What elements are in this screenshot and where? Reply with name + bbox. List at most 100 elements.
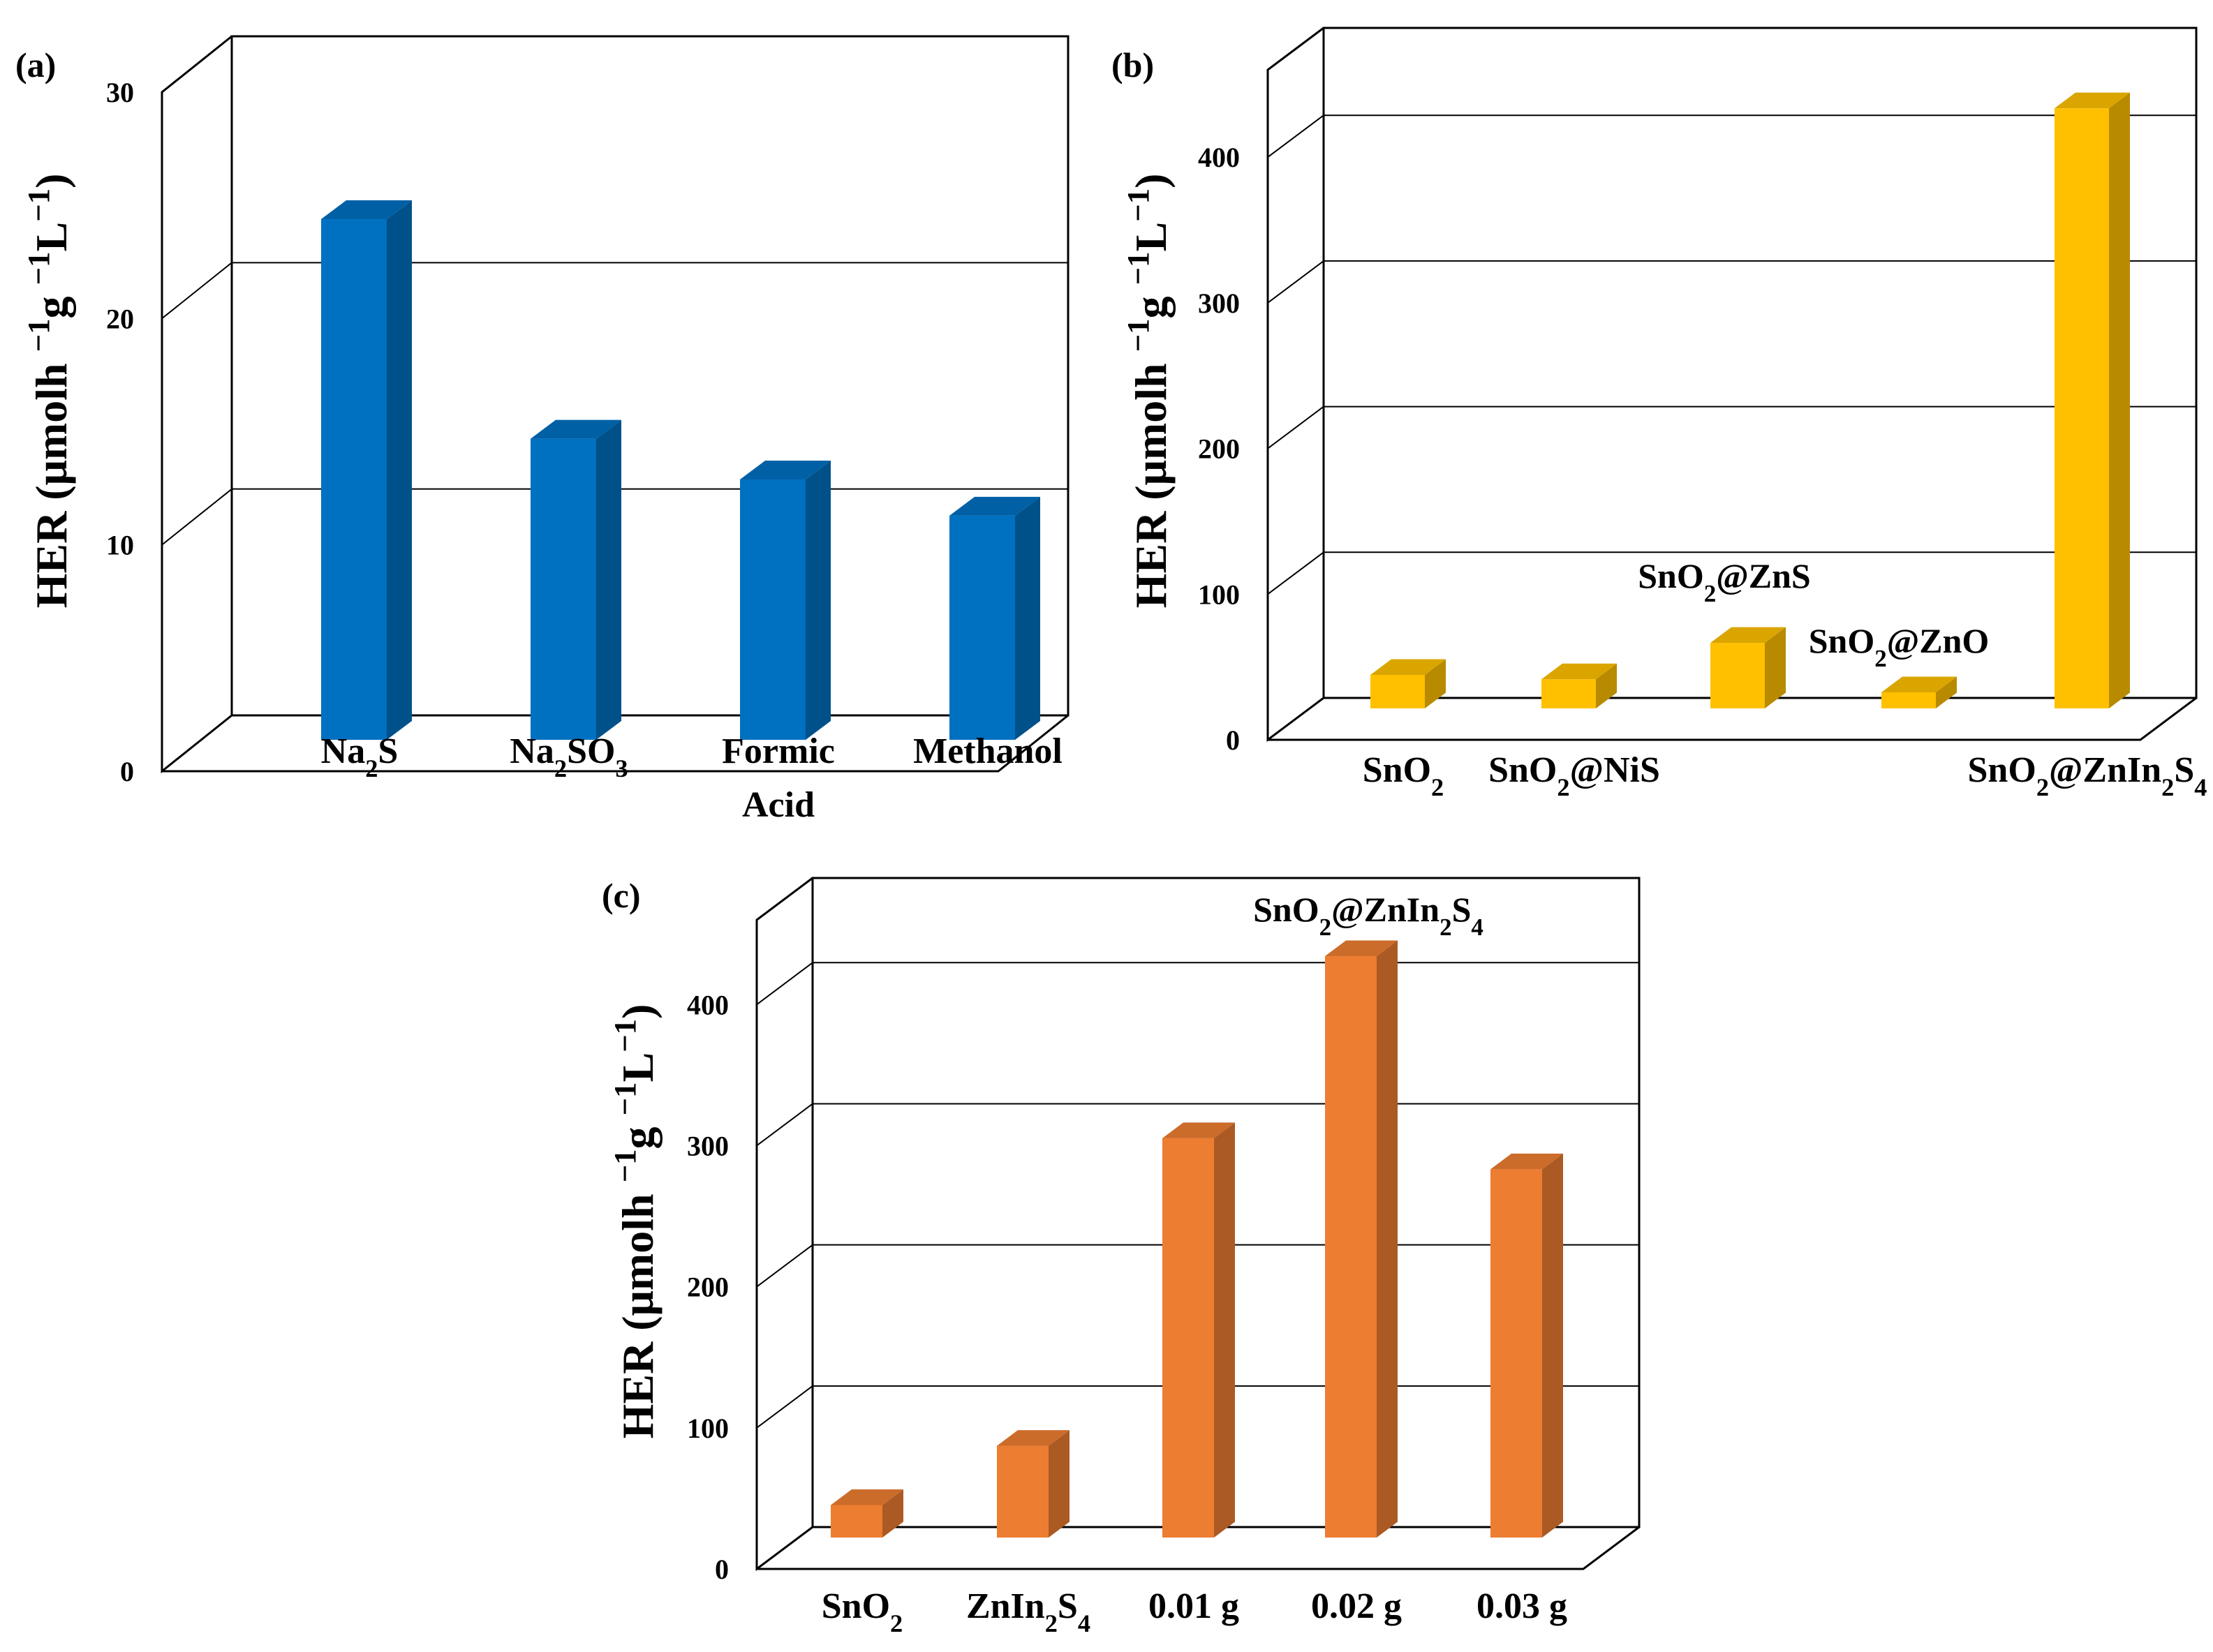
- text-segment: @ZnO: [1887, 621, 1990, 660]
- bar-top: [531, 419, 621, 439]
- bar: [1541, 679, 1596, 708]
- text-segment: SnO: [1968, 750, 2036, 790]
- bar-top: [1370, 659, 1446, 675]
- bar-side: [1214, 1122, 1235, 1538]
- text-segment: 2: [1439, 914, 1452, 941]
- bar-top: [1162, 1122, 1235, 1138]
- y-tick-label: 200: [687, 1272, 729, 1303]
- text-segment: −1: [1120, 318, 1155, 352]
- gridline-side: [756, 962, 813, 1006]
- bar: [740, 479, 806, 740]
- chart-floor: [1268, 697, 2197, 741]
- text-segment: 2: [1319, 914, 1332, 941]
- bar: [2055, 108, 2109, 708]
- y-tick-label: 30: [106, 77, 134, 108]
- text-segment: −1: [607, 1082, 642, 1116]
- text-segment: ): [27, 174, 76, 188]
- x-category-label: 0.02 g: [1311, 1586, 1402, 1626]
- text-segment: Methanol: [913, 731, 1063, 771]
- text-segment: SnO: [822, 1586, 890, 1626]
- text-segment: Formic: [722, 731, 835, 771]
- text-segment: HER (μmolh: [613, 1182, 663, 1438]
- text-segment: S: [1452, 890, 1472, 929]
- text-segment: −1: [21, 318, 56, 352]
- text-segment: L: [1126, 222, 1176, 252]
- gridline-side: [161, 262, 232, 320]
- text-segment: 2: [2036, 773, 2049, 801]
- x-category-label: SnO2: [1363, 750, 1444, 801]
- bar: [1162, 1138, 1214, 1538]
- x-category-label: 0.01 g: [1148, 1586, 1239, 1626]
- text-segment: 2: [1045, 1609, 1058, 1637]
- y-tick-label: 20: [106, 303, 134, 334]
- bar-top: [740, 461, 831, 480]
- y-tick-label: 300: [1198, 288, 1240, 319]
- y-tick-label: 0: [120, 756, 134, 787]
- text-segment: −1: [1120, 252, 1155, 285]
- bar-side: [882, 1489, 903, 1538]
- bar: [1325, 956, 1377, 1538]
- bar-annotation: SnO2@ZnS: [1638, 556, 1811, 607]
- x-category-label: SnO2@ZnIn2S4: [1968, 750, 2207, 801]
- bar-annotation: SnO2@ZnIn2S4: [1253, 890, 1483, 941]
- text-segment: 2: [1874, 645, 1887, 672]
- bar-side: [2109, 92, 2130, 708]
- chart-side-wall: [161, 35, 232, 774]
- y-axis-label: HER (μmolh −1g −1L−1): [1120, 174, 1176, 609]
- panel-label: (a): [15, 45, 56, 84]
- text-segment: 2: [1704, 580, 1717, 607]
- y-tick-label: 10: [106, 530, 134, 561]
- bar: [949, 515, 1015, 740]
- text-segment: @ZnIn: [2049, 750, 2161, 790]
- y-tick-label: 200: [1198, 433, 1240, 465]
- x-category-label: SnO2@NiS: [1488, 750, 1660, 801]
- text-segment: g: [27, 285, 76, 318]
- text-segment: SnO: [1253, 890, 1319, 929]
- bar-top: [997, 1430, 1070, 1446]
- text-segment: 2: [554, 754, 567, 782]
- text-segment: HER (μmolh: [27, 352, 76, 608]
- bar-top: [949, 496, 1040, 516]
- text-segment: L: [27, 222, 76, 252]
- text-segment: 4: [1471, 914, 1483, 941]
- y-axis-label: HER (μmolh −1g −1L−1): [21, 174, 76, 609]
- bar: [997, 1445, 1049, 1538]
- bar-side: [1936, 676, 1957, 708]
- bar-top: [2055, 92, 2130, 109]
- x-category-label: 0.03 g: [1476, 1586, 1567, 1626]
- bar-side: [1425, 659, 1446, 708]
- text-segment: −1: [607, 1019, 642, 1052]
- y-tick-label: 300: [687, 1130, 729, 1161]
- gridline-side: [1267, 405, 1324, 449]
- text-segment: SO: [567, 731, 615, 771]
- bar-top: [1881, 676, 1957, 693]
- x-category-label: Formic: [722, 731, 835, 771]
- bar: [1490, 1169, 1542, 1538]
- bar-side: [1015, 496, 1040, 740]
- bar-top: [1541, 663, 1617, 680]
- y-tick-label: 400: [1198, 142, 1240, 173]
- bar: [1881, 692, 1936, 708]
- text-segment: 2: [365, 754, 378, 782]
- x-category-label: Na2S: [321, 731, 399, 782]
- text-segment: @ZnS: [1716, 556, 1810, 595]
- bar-top: [1325, 940, 1398, 957]
- text-segment: 0.01 g: [1148, 1586, 1239, 1626]
- chart-back-wall: [230, 35, 1070, 717]
- text-segment: HER (μmolh: [1126, 352, 1176, 608]
- bar-annotation: SnO2@ZnO: [1809, 621, 1990, 672]
- text-segment: 2: [2161, 773, 2174, 801]
- chart-floor: [162, 714, 1069, 773]
- text-segment: S: [1058, 1586, 1078, 1626]
- panel-label: (c): [602, 876, 641, 915]
- bar-side: [1765, 627, 1786, 708]
- gridline-side: [756, 1244, 813, 1288]
- bar-top: [831, 1489, 903, 1505]
- chart-side-wall: [755, 877, 813, 1571]
- y-tick-label: 100: [687, 1413, 729, 1444]
- y-axis-label: HER (μmolh −1g −1L−1): [607, 1004, 663, 1439]
- bar: [531, 438, 596, 740]
